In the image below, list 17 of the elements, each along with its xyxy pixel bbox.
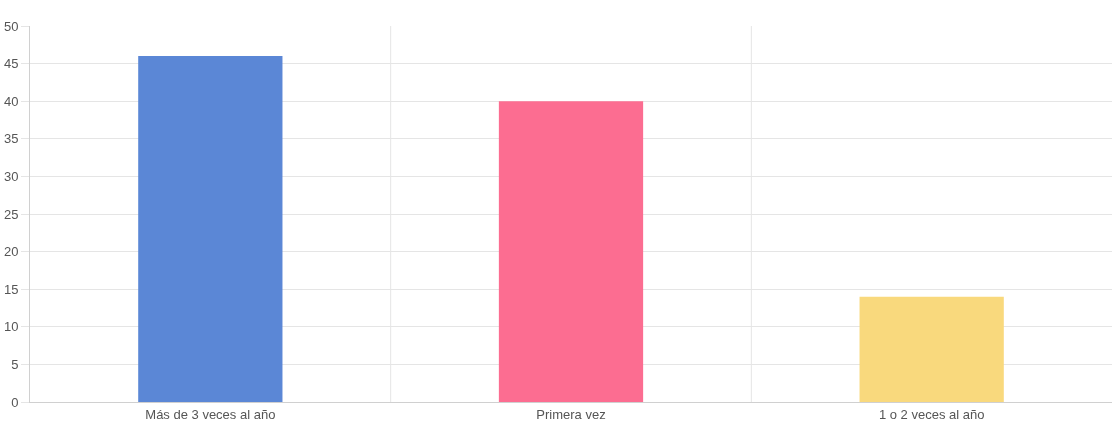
y-tick-label: 30 [3,168,19,184]
y-tick-label: 25 [3,206,19,222]
y-tick-label: 10 [3,319,19,335]
y-tick-label: 40 [3,93,19,109]
x-tick-label: Primera vez [536,406,606,422]
bar [138,56,283,402]
bar [498,101,644,402]
y-tick-label: 50 [3,18,19,34]
x-tick-label: 1 o 2 veces al año [878,406,985,422]
y-tick-label: 5 [11,356,19,372]
y-tick-label: 20 [3,244,19,260]
bar [859,296,1004,402]
y-tick-label: 35 [3,131,19,147]
y-tick-label: 45 [3,56,19,72]
x-tick-label: Más de 3 veces al año [145,406,276,422]
y-tick-label: 0 [11,394,19,410]
y-tick-label: 15 [3,281,19,297]
